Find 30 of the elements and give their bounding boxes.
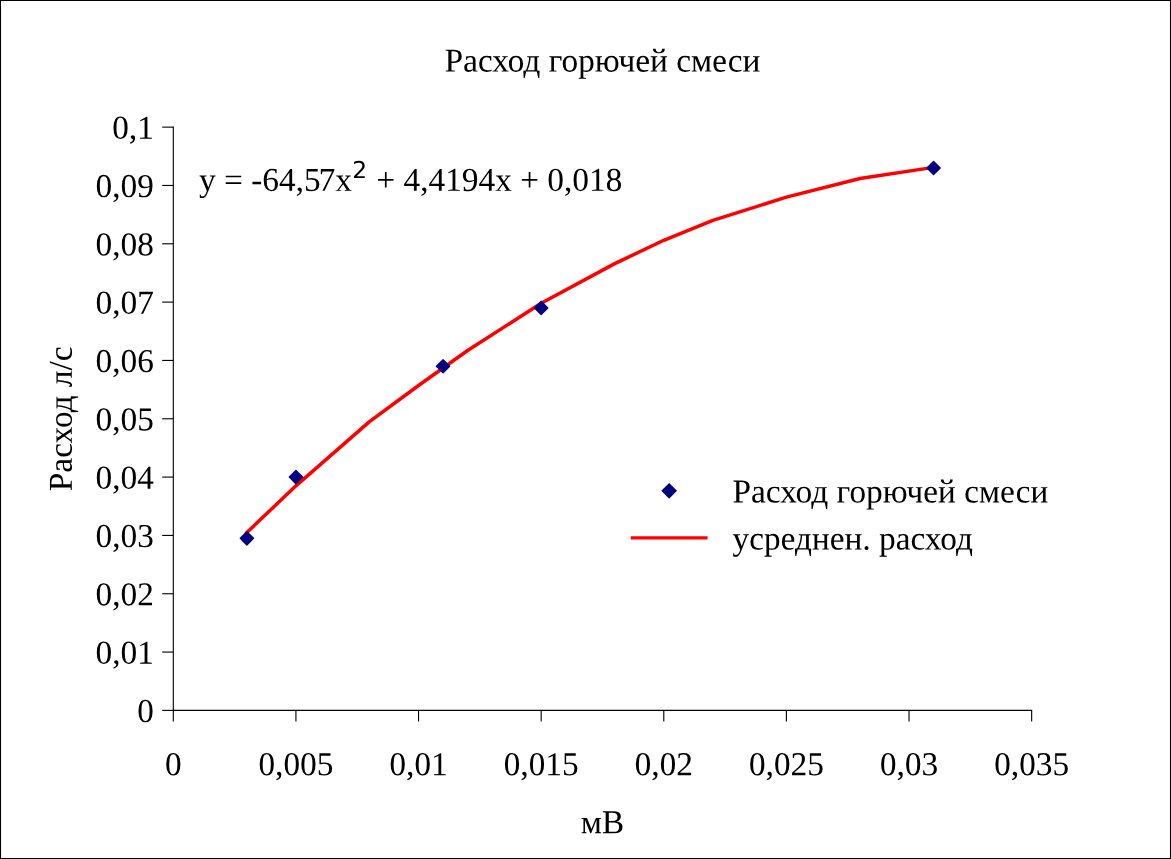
point: [239, 531, 255, 546]
legend-label: усреднен. расход: [732, 533, 973, 557]
chart-title: Расход горючей смеси: [445, 48, 760, 79]
x-tick-label: 0,015: [504, 753, 578, 781]
x-axis-title: мВ: [581, 811, 623, 834]
point: [288, 469, 304, 485]
y-tick-label: 0,03: [96, 524, 153, 553]
point: [926, 160, 941, 176]
y-axis-title: Расход л/с: [49, 347, 79, 491]
x-tick-label: 0,01: [390, 753, 446, 781]
annotation: y = -64,57x$^{2}$ + 4,4194x + 0,018: [199, 160, 622, 199]
point: [435, 358, 451, 374]
x-tick-label: 0,005: [259, 753, 333, 781]
y-tick-label: 0,02: [96, 583, 153, 611]
x-tick-label: 0,02: [635, 753, 692, 781]
y-tick-label: 0,01: [96, 641, 152, 669]
y-tick-label: 0,05: [96, 408, 153, 436]
y-tick-label: 0,06: [96, 349, 153, 378]
x-tick-label: 0: [166, 753, 181, 776]
y-tick-label: 0,08: [96, 233, 153, 261]
x-tick-label: 0,03: [881, 753, 937, 781]
x-tick-label: 0,025: [750, 753, 823, 781]
y-tick-label: 0,1: [113, 116, 152, 144]
y-tick-label: 0,07: [96, 291, 153, 319]
y-tick-label: 0,04: [96, 466, 154, 494]
y-tick-label: 0,09: [96, 174, 153, 203]
point: [533, 300, 549, 316]
legend-label: Расход горючей смеси: [733, 479, 1048, 510]
y-tick-label: 0: [138, 699, 153, 723]
x-tick-label: 0,035: [995, 753, 1068, 781]
